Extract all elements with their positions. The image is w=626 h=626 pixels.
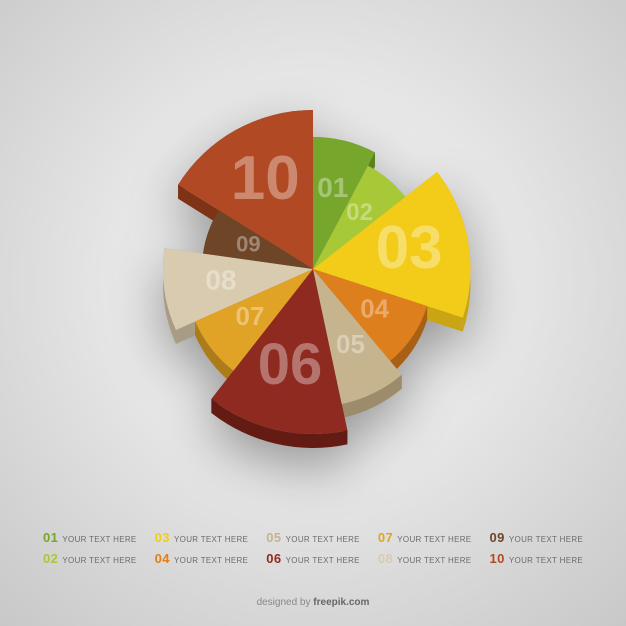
legend-col: 07 YOUR TEXT HERE 08 YOUR TEXT HERE [378, 530, 472, 566]
legend-num: 02 [43, 551, 58, 566]
credit-prefix: designed by [257, 597, 314, 608]
canvas: 01020304050607080910 01YOUR TEXT HERE02Y… [0, 0, 626, 626]
slice-label-10: 10 [231, 144, 300, 213]
legend: 01 YOUR TEXT HERE 02 YOUR TEXT HERE 03 YOUR T… [0, 530, 626, 566]
legend-text: YOUR TEXT HERE [62, 556, 136, 565]
pie-chart: 010203 04 05 06070809 10 [113, 69, 513, 469]
legend-item-10: 10 YOUR TEXT HERE [489, 551, 583, 566]
credit-brand: freepik.com [313, 597, 369, 608]
slice-label-09: 09 [236, 231, 260, 256]
legend-num: 07 [378, 530, 393, 545]
legend-text: YOUR TEXT HERE [397, 556, 471, 565]
legend-num: 06 [266, 551, 281, 566]
legend-item-07: 07 YOUR TEXT HERE [378, 530, 472, 545]
slice-label-05: 05 [336, 329, 365, 359]
credit-line: designed by freepik.com [0, 597, 626, 608]
legend-text: YOUR TEXT HERE [62, 535, 136, 544]
legend-col: 09 YOUR TEXT HERE 10 YOUR TEXT HERE [489, 530, 583, 566]
legend-item-04: 04 YOUR TEXT HERE [155, 551, 249, 566]
legend-text: YOUR TEXT HERE [397, 535, 471, 544]
legend-text: YOUR TEXT HERE [174, 556, 248, 565]
legend-col: 03 YOUR TEXT HERE 04 YOUR TEXT HERE [155, 530, 249, 566]
legend-col: 01 YOUR TEXT HERE 02 YOUR TEXT HERE [43, 530, 137, 566]
legend-num: 08 [378, 551, 393, 566]
legend-num: 03 [155, 530, 170, 545]
slice-label-03: 03 [376, 214, 443, 281]
slice-label-01: 01 [317, 172, 348, 203]
legend-item-05: 05 YOUR TEXT HERE [266, 530, 360, 545]
legend-num: 09 [489, 530, 504, 545]
legend-num: 05 [266, 530, 281, 545]
legend-col: 05 YOUR TEXT HERE 06 YOUR TEXT HERE [266, 530, 360, 566]
legend-num: 04 [155, 551, 170, 566]
slice-label-04: 04 [360, 294, 389, 324]
slice-label-02: 02 [346, 199, 373, 226]
legend-text: YOUR TEXT HERE [509, 556, 583, 565]
legend-text: YOUR TEXT HERE [174, 535, 248, 544]
legend-item-03: 03 YOUR TEXT HERE [155, 530, 249, 545]
slice-label-08: 08 [205, 265, 236, 296]
slice-label-06: 06 [258, 332, 323, 397]
legend-item-09: 09 YOUR TEXT HERE [489, 530, 583, 545]
legend-item-08: 08 YOUR TEXT HERE [378, 551, 472, 566]
legend-num: 01 [43, 530, 58, 545]
legend-text: YOUR TEXT HERE [286, 556, 360, 565]
legend-text: YOUR TEXT HERE [286, 535, 360, 544]
slice-label-07: 07 [236, 301, 265, 331]
legend-num: 10 [489, 551, 504, 566]
legend-item-06: 06 YOUR TEXT HERE [266, 551, 360, 566]
legend-item-01: 01 YOUR TEXT HERE [43, 530, 137, 545]
legend-text: YOUR TEXT HERE [509, 535, 583, 544]
legend-item-02: 02 YOUR TEXT HERE [43, 551, 137, 566]
pie-svg: 010203 04 05 06070809 10 [113, 69, 513, 469]
